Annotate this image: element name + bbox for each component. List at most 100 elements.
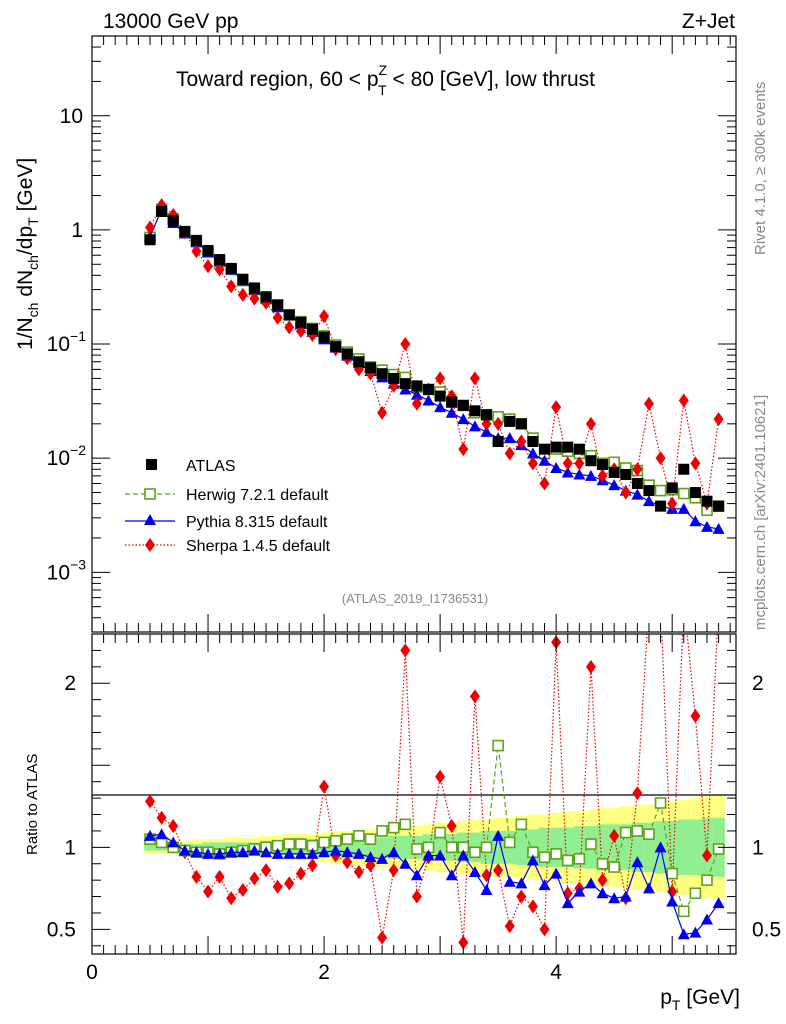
pythia-ratio-point [318, 846, 331, 858]
sherpa-ratio-point [214, 869, 225, 884]
sherpa-ratio-point [585, 659, 596, 674]
ratio-panel: 0.5 0.5 1 1 2 2 0 2 4 Ratio to ATLAS pT [GeV] [24, 633, 781, 1013]
atlas-point [248, 282, 260, 294]
pythia-point [584, 469, 597, 481]
herwig-ratio-point [503, 836, 516, 849]
pythia-ratio-point [387, 846, 400, 858]
legend: ATLAS Herwig 7.2.1 default Pythia 8.315 … [125, 458, 331, 555]
legend-atlas-label: ATLAS [186, 458, 236, 475]
legend-item-pythia: Pythia 8.315 default [125, 514, 328, 531]
tick-exponent: −3 [70, 556, 86, 572]
herwig-ratio-point [608, 861, 620, 873]
atlas-point [167, 215, 179, 227]
ratio-y-tick-label-left: 2 [64, 672, 76, 695]
herwig-ratio-point [341, 833, 354, 845]
ratio-band-inner [677, 819, 691, 876]
herwig-ratio-point [329, 834, 342, 847]
atlas-point [515, 418, 527, 430]
herwig-ratio-point [283, 838, 296, 850]
pythia-point [689, 515, 702, 527]
legend-item-herwig: Herwig 7.2.1 default [125, 487, 329, 504]
pythia-ratio-point [341, 846, 354, 858]
sherpa-point [319, 309, 330, 324]
sherpa-ratio-point [504, 919, 515, 934]
sherpa-point [469, 371, 480, 386]
herwig-ratio-point [689, 887, 702, 900]
pythia-point [700, 520, 713, 532]
legend-sherpa-label: Sherpa 1.4.5 default [186, 538, 331, 555]
ylabel-part-6: [GeV] [14, 158, 37, 218]
pythia-ratio-point [306, 847, 319, 859]
tick-base: 10 [47, 447, 70, 470]
sherpa-point [574, 456, 585, 471]
sherpa-ratio-point [411, 889, 422, 904]
pythia-point [642, 495, 655, 507]
sherpa-ratio-point [191, 869, 202, 884]
sherpa-ratio-point [701, 848, 712, 863]
atlas-point [283, 309, 295, 321]
ylabel-part-3: ch [25, 255, 41, 270]
sherpa-ratio-point [272, 879, 283, 894]
herwig-ratio-point [538, 851, 551, 863]
ratio-band-inner [550, 827, 563, 868]
main-y-tick-label: 10−3 [47, 556, 87, 584]
sherpa-point [678, 393, 689, 408]
ratio-band-inner [515, 829, 528, 866]
atlas-point [550, 441, 562, 453]
main-y-axis-label: 1/Nch dNch/dpT [GeV] [14, 158, 41, 350]
sherpa-ratio-point [435, 769, 446, 784]
sherpa-ratio-point [353, 864, 364, 879]
sherpa-point [620, 485, 631, 500]
sherpa-point [191, 244, 202, 259]
sherpa-ratio-point [237, 883, 248, 897]
pythia-point [422, 394, 435, 406]
pythia-ratio-point [248, 844, 261, 856]
main-y-tick-label: 1 [71, 219, 83, 242]
rivet-note: Rivet 4.1.0, ≥ 300k events [752, 82, 769, 255]
tick-exponent: −2 [70, 442, 86, 458]
subtitle-sub: T [378, 82, 387, 98]
pythia-ratio-point [700, 913, 713, 925]
sherpa-point [667, 496, 678, 511]
pythia-ratio-point [202, 847, 215, 859]
sherpa-ratio-point [469, 689, 480, 704]
atlas-point [306, 323, 318, 335]
atlas-point [156, 205, 168, 217]
herwig-ratio-point [561, 854, 574, 867]
pythia-ratio-point [503, 875, 516, 887]
pythia-ratio-point [596, 887, 609, 899]
pythia-ratio-point [190, 846, 203, 858]
legend-sherpa-marker [145, 538, 155, 552]
pythia-point [550, 462, 563, 474]
herwig-ratio-point [643, 828, 655, 841]
x-tick-label: 0 [86, 961, 98, 984]
pythia-point [468, 420, 481, 432]
sherpa-ratio-point [307, 858, 318, 873]
pythia-ratio-point [666, 895, 679, 907]
pythia-ratio-point [364, 851, 377, 863]
sherpa-point [400, 337, 411, 352]
sherpa-point [597, 468, 608, 483]
atlas-point [190, 234, 202, 246]
pythia-ratio-point [445, 869, 458, 881]
atlas-point [318, 331, 330, 343]
atlas-point [446, 396, 458, 408]
pythia-ratio-point [213, 847, 226, 859]
pythia-ratio-point [515, 877, 528, 889]
atlas-point [341, 348, 353, 360]
atlas-point [608, 466, 620, 478]
sherpa-point [585, 416, 596, 431]
pythia-ratio-point [642, 882, 655, 894]
sherpa-ratio-point [527, 899, 538, 914]
legend-pythia-marker [144, 514, 156, 525]
atlas-point [666, 482, 678, 494]
pythia-ratio-point [271, 847, 284, 859]
pythia-ratio-point [619, 890, 632, 902]
pythia-point [445, 406, 458, 418]
atlas-point [423, 383, 435, 395]
sherpa-point [237, 287, 248, 302]
herwig-ratio-point [550, 848, 562, 860]
pythia-ratio-point [178, 844, 191, 856]
sherpa-point [632, 462, 643, 477]
pythia-point [677, 502, 690, 514]
